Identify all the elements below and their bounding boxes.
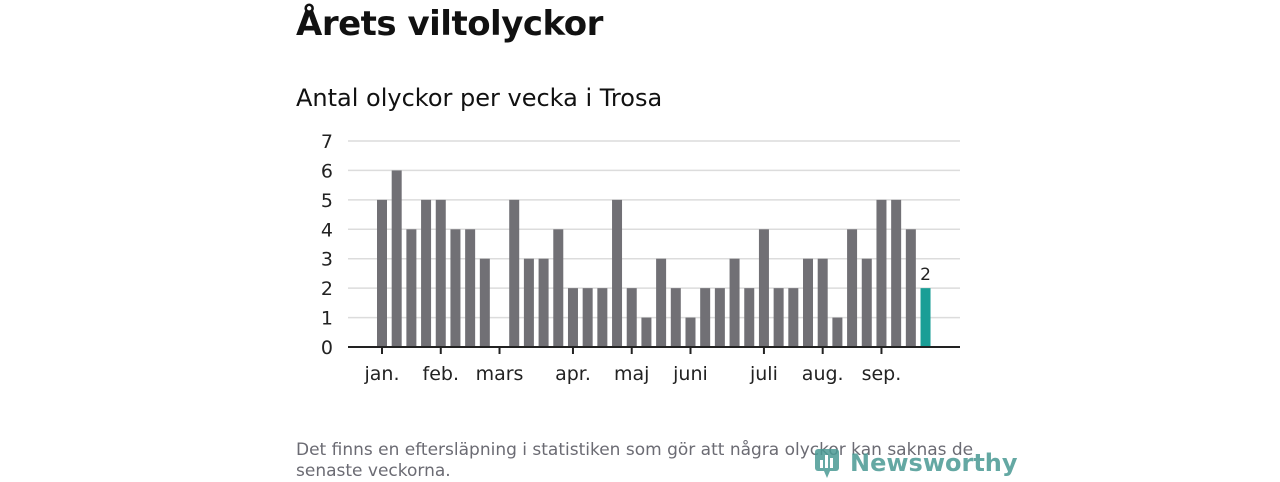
y-tick-label: 7 xyxy=(321,131,333,153)
bar xyxy=(773,288,784,347)
bar xyxy=(391,170,402,347)
bar xyxy=(832,317,843,347)
x-tick-label: feb. xyxy=(423,363,459,385)
bar xyxy=(582,288,593,347)
newsworthy-logo[interactable]: Newsworthy xyxy=(812,446,1018,480)
bar xyxy=(817,258,828,347)
x-tick-label: juli xyxy=(749,363,778,385)
bar xyxy=(435,199,446,347)
page-title: Årets viltolyckor xyxy=(296,4,603,44)
bar xyxy=(744,288,755,347)
y-tick-label: 1 xyxy=(321,308,333,330)
y-tick-label: 4 xyxy=(321,219,333,241)
bar xyxy=(450,229,461,347)
x-tick-label: maj xyxy=(614,363,649,385)
bar xyxy=(905,229,916,347)
x-tick-label: mars xyxy=(476,363,524,385)
bar xyxy=(891,199,902,347)
y-tick-label: 2 xyxy=(321,278,333,300)
bar xyxy=(700,288,711,347)
bar xyxy=(553,229,564,347)
bars-layer xyxy=(377,170,931,347)
grid-layer xyxy=(348,140,960,319)
x-tick-label: apr. xyxy=(555,363,591,385)
x-tick-layer: jan. feb. mars apr. maj juni juli aug. sep. xyxy=(363,347,901,385)
bar xyxy=(861,258,872,347)
y-tick-labels: 0 1 2 3 4 5 6 7 xyxy=(321,131,333,359)
bar xyxy=(656,258,667,347)
bar xyxy=(538,258,549,347)
x-tick-label: juni xyxy=(672,363,708,385)
x-tick-label: jan. xyxy=(363,363,399,385)
x-tick-label: aug. xyxy=(802,363,844,385)
bar xyxy=(377,199,387,347)
newsworthy-logo-icon xyxy=(815,449,839,478)
newsworthy-logo-text: Newsworthy xyxy=(850,449,1018,477)
bar xyxy=(421,199,432,347)
bar xyxy=(612,199,623,347)
y-tick-label: 0 xyxy=(321,337,333,359)
bar xyxy=(876,199,887,347)
bar xyxy=(597,288,608,347)
bar xyxy=(729,258,740,347)
bar xyxy=(406,229,417,347)
bar xyxy=(509,199,520,347)
footnote: Det finns en eftersläpning i statistiken… xyxy=(296,440,974,481)
bar xyxy=(803,258,814,347)
bar xyxy=(523,258,534,347)
y-tick-label: 5 xyxy=(321,190,333,212)
bar xyxy=(788,288,799,347)
bar xyxy=(685,317,696,347)
bar xyxy=(567,288,578,347)
bar xyxy=(670,288,681,347)
bar-highlight xyxy=(920,288,931,347)
bar xyxy=(714,288,725,347)
x-tick-label: sep. xyxy=(862,363,902,385)
bar xyxy=(641,317,652,347)
bar xyxy=(479,258,490,347)
highlight-data-label: 2 xyxy=(920,265,931,285)
bar xyxy=(758,229,769,347)
y-tick-label: 3 xyxy=(321,249,333,271)
bar xyxy=(626,288,637,347)
bar xyxy=(847,229,858,347)
bar xyxy=(465,229,476,347)
chart-subtitle: Antal olyckor per vecka i Trosa xyxy=(296,84,663,112)
y-tick-label: 6 xyxy=(321,160,333,182)
